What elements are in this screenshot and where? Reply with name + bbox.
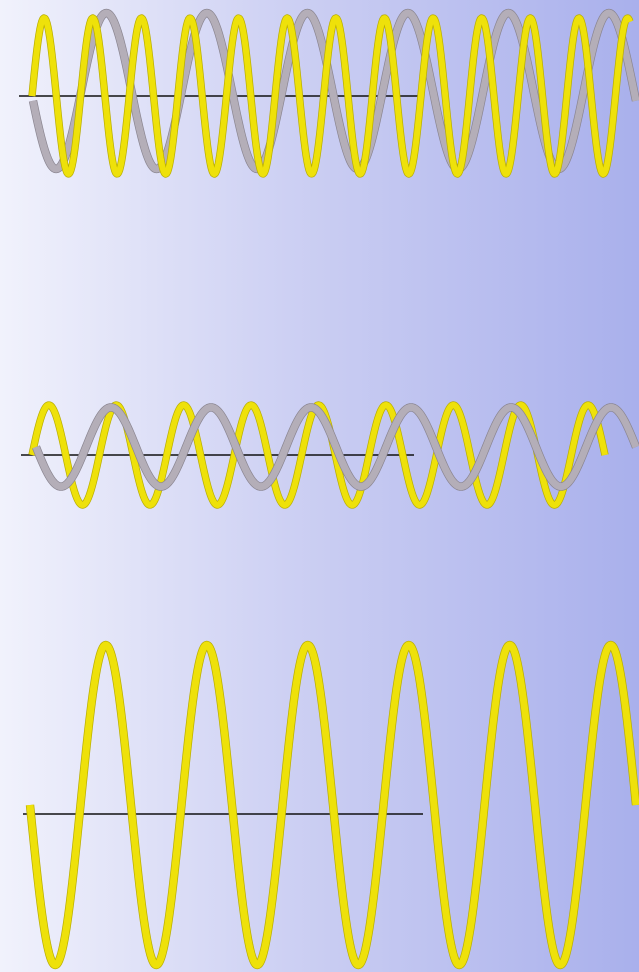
panel-top [19, 8, 639, 178]
middle-secondary-wave-line [32, 403, 639, 491]
panel-middle [21, 401, 639, 509]
panel-bottom [23, 640, 639, 970]
top-secondary-wave-line [29, 9, 639, 173]
top-primary-wave-line [29, 15, 633, 177]
bottom-primary-wave-line [26, 641, 639, 969]
middle-secondary-wave [32, 403, 639, 491]
bottom-primary-wave [25, 640, 639, 970]
top-primary-wave [28, 14, 634, 178]
top-secondary-wave [28, 8, 639, 174]
